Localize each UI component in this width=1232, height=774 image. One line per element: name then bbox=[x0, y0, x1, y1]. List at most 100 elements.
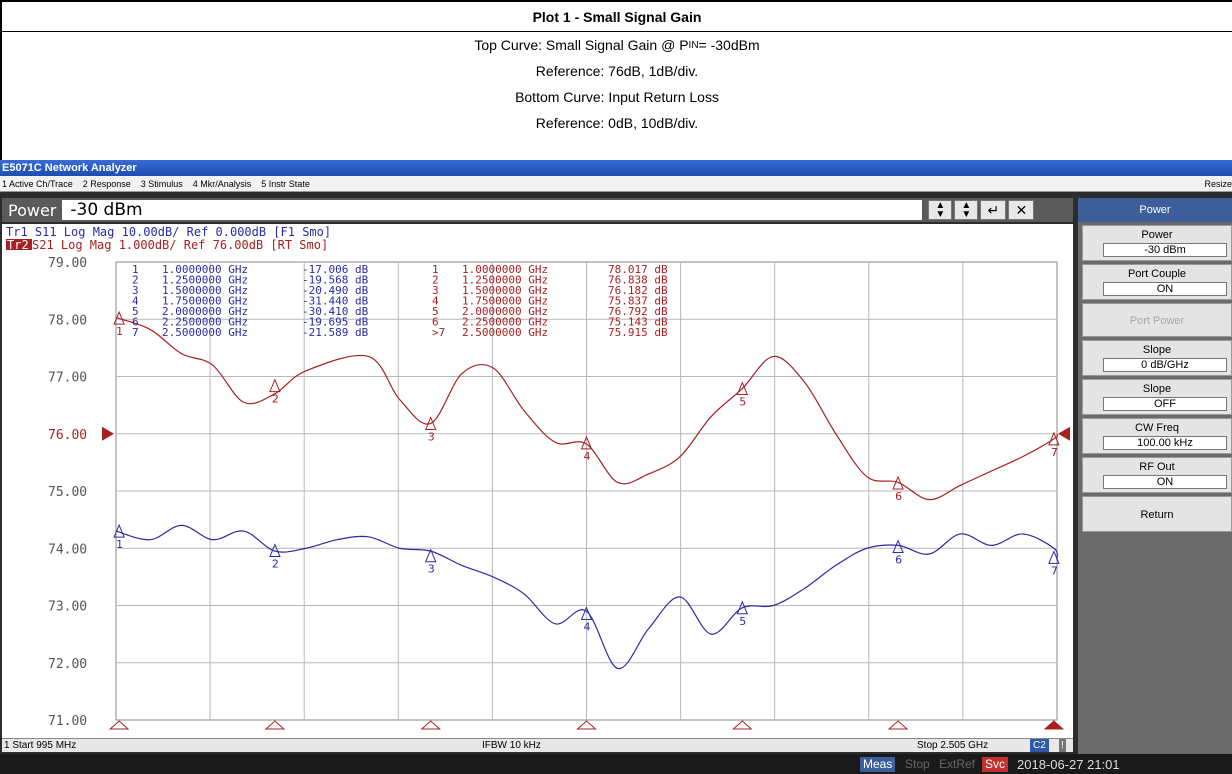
reference-arrow-right bbox=[1058, 426, 1070, 441]
s11-marker-num: 1 bbox=[132, 263, 139, 276]
s21-marker-freq: 1.7500000 GHz bbox=[462, 295, 548, 308]
plot-title: Plot 1 - Small Signal Gain bbox=[2, 2, 1232, 32]
s21-marker-value: 76.838 dB bbox=[608, 274, 668, 287]
s21-trace-line bbox=[115, 316, 1058, 501]
softkey-rf-out-value: ON bbox=[1103, 475, 1227, 489]
start-freq: 1 Start 995 MHz bbox=[4, 740, 77, 751]
spin-up-down-button[interactable]: ▲ ▼ bbox=[928, 200, 953, 220]
softkey-rf-out[interactable]: RF Out ON bbox=[1082, 457, 1232, 493]
s11-marker-number: 1 bbox=[116, 538, 123, 551]
y-tick-label: 78.00 bbox=[48, 313, 87, 328]
s11-marker bbox=[892, 539, 904, 554]
s11-marker-value: -17.006 dB bbox=[302, 263, 369, 276]
stimulus-marker-triangle bbox=[108, 720, 130, 730]
y-tick-label: 73.00 bbox=[48, 600, 87, 615]
trace-chart: Tr1 S11 Log Mag 10.00dB/ Ref 0.000dB [F1… bbox=[6, 225, 1070, 730]
softkey-port-power[interactable]: Port Power bbox=[1082, 303, 1232, 337]
softkey-power-value: -30 dBm bbox=[1103, 243, 1227, 257]
menu-mkr-analysis[interactable]: 4 Mkr/Analysis bbox=[192, 179, 252, 189]
s11-marker-num: 7 bbox=[132, 326, 139, 339]
menu-resize[interactable]: Resize bbox=[1204, 179, 1232, 189]
trace1-header: Tr1 S11 Log Mag 10.00dB/ Ref 0.000dB [F1… bbox=[6, 225, 331, 239]
s11-marker-freq: 1.0000000 GHz bbox=[162, 263, 248, 276]
s11-marker-value: -19.568 dB bbox=[302, 274, 369, 287]
stimulus-marker-triangle bbox=[887, 720, 909, 730]
s21-marker-value: 75.143 dB bbox=[608, 316, 668, 329]
s21-marker-number: 6 bbox=[895, 490, 902, 503]
y-tick-label: 75.00 bbox=[48, 485, 87, 500]
s11-marker-value: -31.440 dB bbox=[302, 295, 369, 308]
s21-marker-number: 3 bbox=[428, 430, 435, 443]
s11-marker-freq: 2.0000000 GHz bbox=[162, 305, 248, 318]
y-tick-label: 76.00 bbox=[48, 428, 87, 443]
menu-stimulus[interactable]: 3 Stimulus bbox=[140, 179, 183, 189]
stimulus-marker-triangle bbox=[1043, 720, 1065, 730]
softkey-slope-toggle[interactable]: Slope OFF bbox=[1082, 379, 1232, 415]
ifbw-label: IFBW 10 kHz bbox=[482, 740, 541, 751]
power-entry-field[interactable]: -30 dBm bbox=[62, 200, 923, 220]
stimulus-marker-triangle bbox=[576, 720, 597, 730]
top-reference-caption: Reference: 76dB, 1dB/div. bbox=[535, 63, 699, 79]
s11-marker-number: 3 bbox=[428, 563, 435, 576]
softkey-power[interactable]: Power -30 dBm bbox=[1082, 225, 1232, 261]
close-icon[interactable]: ✕ bbox=[1008, 200, 1035, 220]
s21-marker-num: 5 bbox=[432, 305, 439, 318]
warning-icon: ! bbox=[1059, 739, 1066, 752]
s11-marker-num: 3 bbox=[132, 284, 139, 297]
spin-step-button[interactable]: ▲ ▼ bbox=[954, 200, 979, 220]
s11-marker-freq: 1.5000000 GHz bbox=[162, 284, 248, 297]
menu-active-ch-trace[interactable]: 1 Active Ch/Trace bbox=[2, 179, 73, 189]
menu-response[interactable]: 2 Response bbox=[82, 179, 131, 189]
s21-marker-freq: 1.5000000 GHz bbox=[462, 284, 548, 297]
stop-indicator: Stop bbox=[905, 757, 930, 771]
stimulus-marker-triangle bbox=[420, 720, 442, 730]
analyzer-window: E5071C Network Analyzer 1 Active Ch/Trac… bbox=[0, 160, 1232, 774]
s11-marker-num: 4 bbox=[132, 295, 139, 308]
stimulus-marker-triangle bbox=[731, 720, 753, 730]
s11-marker bbox=[580, 606, 593, 621]
softkey-slope-db-value: 0 dB/GHz bbox=[1103, 358, 1227, 372]
s21-marker-num: 4 bbox=[432, 295, 439, 308]
trace2-header: S21 Log Mag 1.000dB/ Ref 76.00dB [RT Smo… bbox=[32, 238, 328, 252]
s21-marker-number: 1 bbox=[116, 325, 123, 338]
app-title: E5071C Network Analyzer bbox=[0, 160, 1232, 176]
s11-marker-number: 4 bbox=[584, 621, 591, 634]
stimulus-marker-triangle bbox=[264, 720, 286, 730]
softkey-slope-value[interactable]: Slope 0 dB/GHz bbox=[1082, 340, 1232, 376]
softkey-cw-freq[interactable]: CW Freq 100.00 kHz bbox=[1082, 418, 1232, 454]
s11-marker-num: 2 bbox=[132, 274, 139, 287]
s11-marker bbox=[424, 548, 437, 563]
s21-marker-freq: 2.0000000 GHz bbox=[462, 305, 548, 318]
softkey-port-couple[interactable]: Port Couple ON bbox=[1082, 264, 1232, 300]
s21-marker-number: 2 bbox=[272, 393, 279, 406]
s11-marker-freq: 2.5000000 GHz bbox=[162, 326, 248, 339]
s11-marker bbox=[113, 523, 125, 538]
trace-display: Tr1 S11 Log Mag 10.00dB/ Ref 0.000dB [F1… bbox=[2, 224, 1073, 741]
y-tick-label: 77.00 bbox=[48, 371, 87, 386]
y-tick-label: 79.00 bbox=[48, 256, 87, 271]
enter-icon[interactable]: ↵ bbox=[980, 200, 1007, 220]
datetime: 2018-06-27 21:01 bbox=[1017, 757, 1120, 772]
entry-label: Power bbox=[8, 200, 57, 220]
channel-badge: C2 bbox=[1030, 739, 1049, 752]
s21-marker bbox=[113, 310, 125, 325]
s11-marker-num: 5 bbox=[132, 305, 139, 318]
s21-marker-value: 76.792 dB bbox=[608, 305, 668, 318]
s11-marker-value: -19.695 dB bbox=[302, 316, 369, 329]
softkey-port-couple-value: ON bbox=[1103, 282, 1227, 296]
s21-marker bbox=[269, 378, 281, 393]
s21-marker-value: 78.017 dB bbox=[608, 263, 668, 276]
softkey-return[interactable]: Return bbox=[1082, 496, 1232, 532]
s11-marker-freq: 1.7500000 GHz bbox=[162, 295, 248, 308]
reference-arrow-left bbox=[102, 426, 114, 441]
s21-marker-freq: 2.5000000 GHz bbox=[462, 326, 548, 339]
s11-marker-freq: 2.2500000 GHz bbox=[162, 316, 248, 329]
s21-marker-value: 75.915 dB bbox=[608, 326, 668, 339]
s11-marker bbox=[1048, 550, 1060, 564]
s21-marker-num: 1 bbox=[432, 263, 439, 276]
top-curve-caption: Top Curve: Small Signal Gain @ P IN = -30… bbox=[474, 37, 760, 53]
softkey-panel: Power Power -30 dBm Port Couple ON Port … bbox=[1078, 198, 1232, 754]
s21-marker-number: 5 bbox=[739, 396, 746, 409]
menu-instr-state[interactable]: 5 Instr State bbox=[261, 179, 310, 189]
s21-marker bbox=[1048, 431, 1060, 446]
